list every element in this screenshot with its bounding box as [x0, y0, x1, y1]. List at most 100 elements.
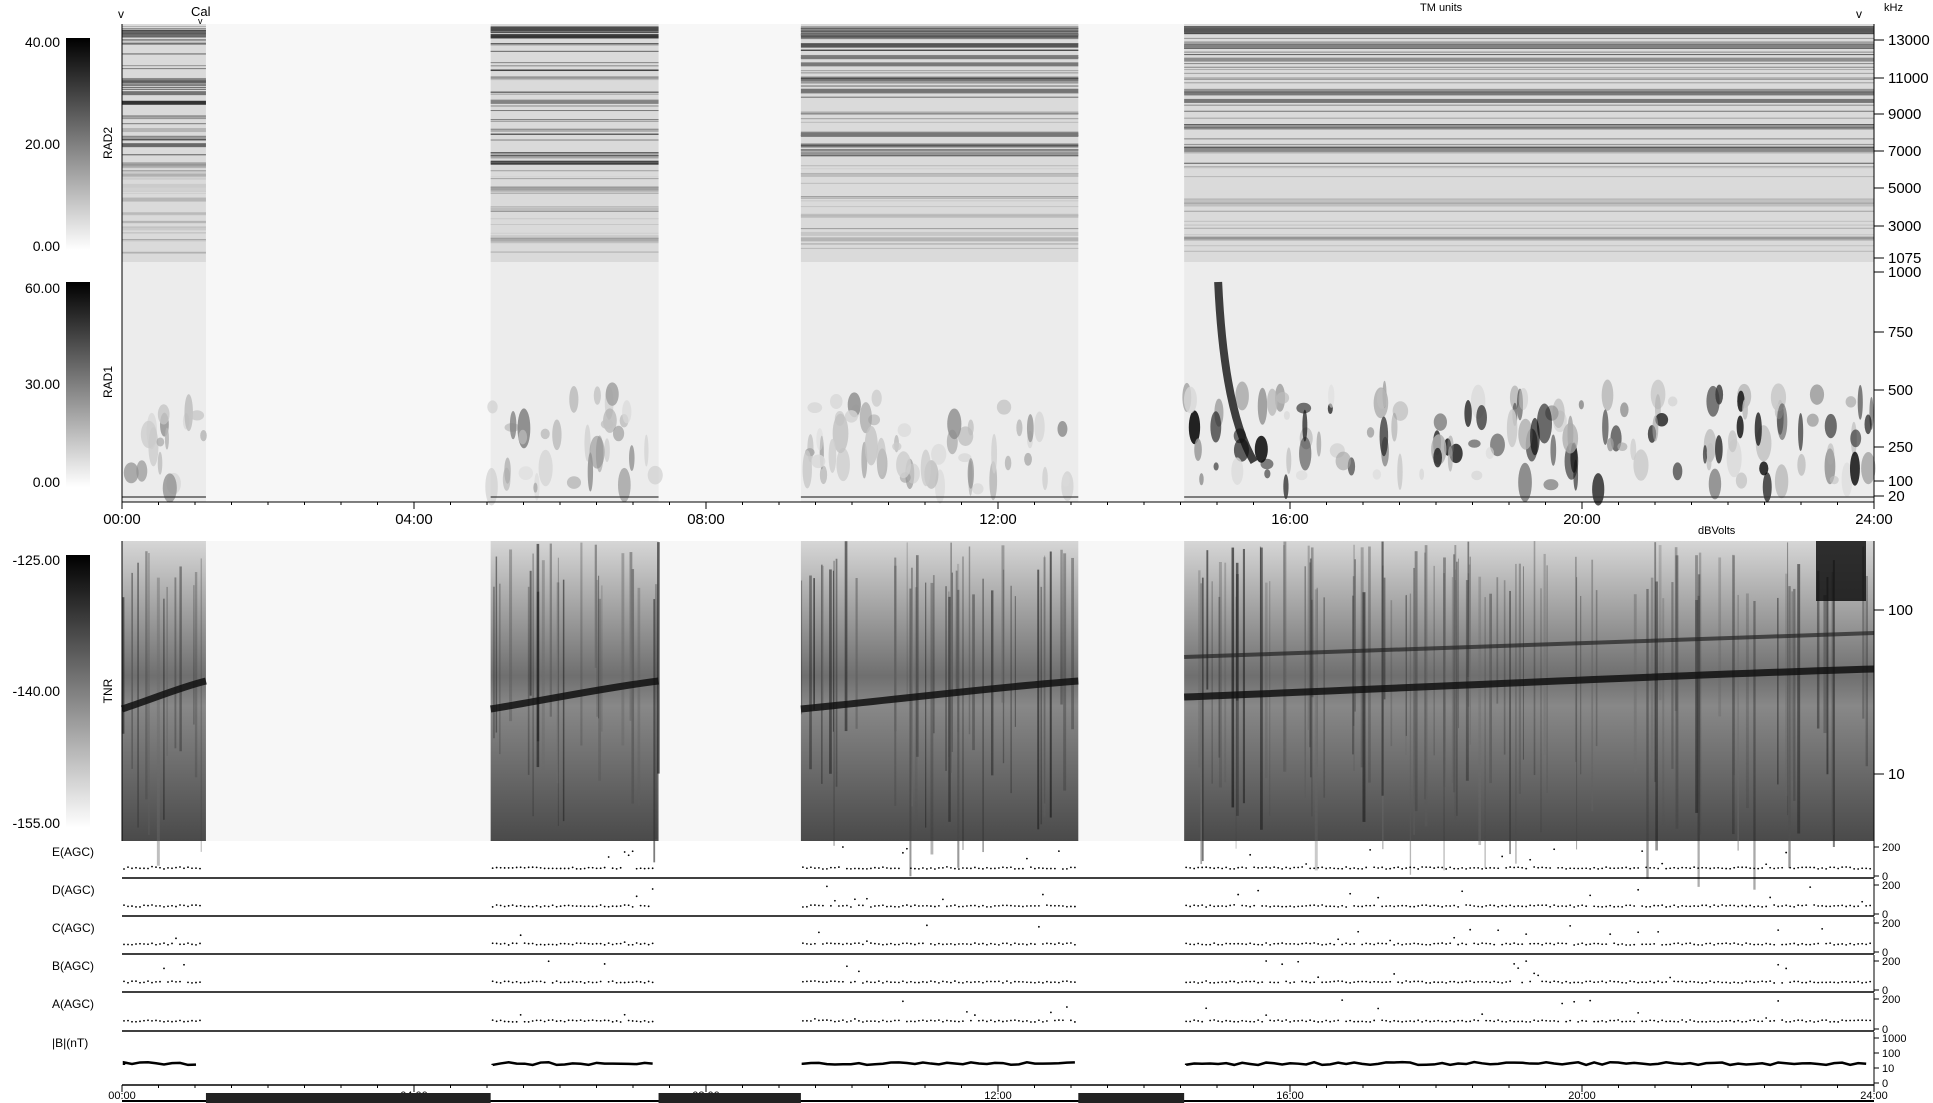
- agc-point: [838, 980, 840, 983]
- agc-point: [1741, 943, 1744, 946]
- spectrogram-fill: [800, 24, 1079, 262]
- colorbar-tick-label: -125.00: [13, 552, 61, 568]
- spectrogram-line: [1184, 98, 1874, 103]
- spectrogram-streak: [1309, 558, 1312, 778]
- agc-point: [1765, 942, 1768, 945]
- agc-point: [1781, 866, 1784, 869]
- agc-point: [183, 867, 185, 870]
- spectrogram-line: [1184, 51, 1874, 53]
- agc-point: [147, 867, 149, 870]
- agc-point: [1817, 981, 1820, 984]
- spectrogram-burst: [184, 394, 193, 432]
- spectrogram-line: [1184, 245, 1874, 247]
- agc-point: [926, 904, 928, 907]
- spectrogram-streak: [955, 570, 958, 696]
- rad2-panel: 40.0020.000.00RAD21300011000900070005000…: [25, 24, 1930, 267]
- agc-point: [1829, 905, 1832, 908]
- agc-point: [547, 905, 550, 908]
- agc-point: [1002, 866, 1004, 869]
- agc-point: [1821, 904, 1824, 907]
- agc-point: [1062, 1019, 1064, 1022]
- spectrogram-line: [800, 34, 1079, 36]
- agc-point: [854, 942, 856, 945]
- agc-point: [1425, 1019, 1428, 1022]
- spectrogram-line: [122, 139, 206, 141]
- spectrogram-burst: [1335, 451, 1351, 471]
- agc-point: [1769, 980, 1772, 982]
- agc-point: [1441, 942, 1444, 944]
- spectrogram-line: [1184, 78, 1874, 80]
- agc-point: [938, 981, 940, 984]
- spectrogram-streak: [1383, 577, 1386, 700]
- agc-point: [1309, 1019, 1312, 1022]
- agc-point: [1745, 905, 1748, 908]
- spectrogram-streak: [1457, 558, 1459, 729]
- agc-point: [1054, 904, 1056, 907]
- agc-point: [958, 905, 960, 908]
- agc-point: [1261, 1020, 1264, 1023]
- spectrogram-line: [122, 41, 206, 43]
- spectrogram-line: [122, 163, 206, 165]
- agc-point: [1289, 1020, 1292, 1023]
- agc-point: [1441, 981, 1444, 984]
- spectrogram-streak: [536, 543, 540, 768]
- agc-point: [1557, 905, 1560, 908]
- spectrogram-streak: [1658, 545, 1662, 701]
- agc-point: [1205, 866, 1208, 869]
- spectrogram-line: [122, 251, 206, 253]
- agc-point: [1309, 867, 1312, 870]
- spectrogram-burst: [967, 419, 974, 436]
- agc-point: [1649, 980, 1652, 983]
- agc-point: [591, 943, 594, 945]
- agc-point: [922, 867, 924, 869]
- agc-point: [1821, 1019, 1824, 1022]
- spectrogram-streak: [1368, 546, 1371, 783]
- timeline-bar: [122, 1093, 1874, 1103]
- agc-point: [858, 1019, 860, 1022]
- spectrogram-streak: [820, 564, 823, 784]
- agc-point: [1437, 942, 1440, 945]
- agc-point: [1002, 942, 1004, 945]
- agc-point: [1577, 1020, 1580, 1023]
- agc-point: [1589, 999, 1592, 1002]
- agc-point: [906, 847, 908, 850]
- agc-point: [191, 1019, 193, 1022]
- agc-point: [1345, 906, 1348, 908]
- agc-point: [970, 1019, 972, 1022]
- spectrogram-line: [490, 152, 659, 157]
- agc-point: [1661, 862, 1664, 865]
- spectrogram-line: [1184, 665, 1875, 701]
- agc-point: [1709, 905, 1712, 908]
- agc-point: [1797, 943, 1800, 946]
- agc-point: [1401, 867, 1404, 870]
- agc-point: [1605, 943, 1608, 946]
- spectrogram-burst: [1376, 388, 1387, 409]
- agc-point: [1074, 1021, 1076, 1023]
- agc-point: [894, 867, 896, 870]
- agc-point: [1249, 905, 1252, 908]
- agc-point: [1273, 981, 1276, 984]
- agc-point: [846, 942, 848, 945]
- agc-point: [1273, 942, 1276, 945]
- agc-point: [818, 904, 820, 907]
- agc-point: [1449, 942, 1452, 945]
- spectrogram-streak: [1737, 594, 1739, 851]
- agc-point: [838, 905, 840, 907]
- agc-point: [615, 905, 618, 908]
- agc-point: [611, 867, 614, 870]
- colorbar-tick-label: 30.00: [25, 376, 60, 392]
- freq-tick-label: 11000: [1888, 70, 1929, 87]
- agc-point: [1621, 943, 1624, 945]
- freq-tick-label: 10: [1888, 766, 1905, 783]
- agc-point: [1461, 942, 1464, 945]
- agc-point: [1481, 1013, 1484, 1016]
- agc-point: [599, 1020, 602, 1022]
- spectrogram-line: [490, 79, 659, 81]
- agc-point: [1361, 867, 1364, 870]
- agc-point: [1733, 866, 1736, 869]
- agc-point: [527, 866, 530, 869]
- agc-point: [1741, 904, 1744, 907]
- agc-point: [1046, 904, 1048, 907]
- agc-point: [934, 980, 936, 983]
- agc-point: [575, 942, 578, 945]
